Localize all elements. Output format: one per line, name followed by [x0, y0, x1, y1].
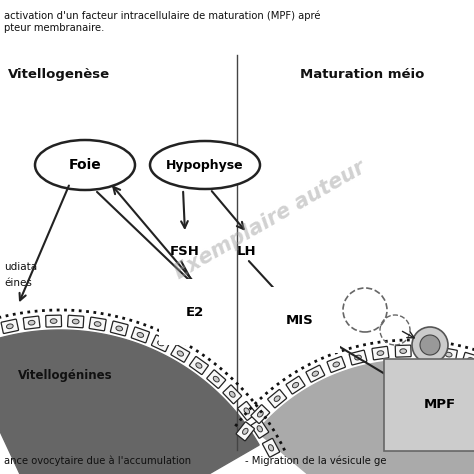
FancyBboxPatch shape: [236, 422, 255, 441]
Ellipse shape: [196, 363, 202, 368]
FancyBboxPatch shape: [251, 405, 270, 423]
Ellipse shape: [28, 320, 35, 325]
Ellipse shape: [116, 326, 123, 331]
FancyBboxPatch shape: [263, 438, 280, 457]
Ellipse shape: [229, 392, 235, 397]
Circle shape: [412, 327, 448, 363]
Text: ance ovocytaire due à l'accumulation: ance ovocytaire due à l'accumulation: [4, 455, 191, 465]
FancyBboxPatch shape: [286, 376, 305, 394]
Ellipse shape: [400, 349, 407, 354]
Text: udiata: udiata: [4, 262, 37, 272]
Ellipse shape: [244, 408, 250, 414]
Ellipse shape: [333, 362, 339, 367]
FancyBboxPatch shape: [418, 345, 434, 358]
Text: éines: éines: [4, 278, 32, 288]
FancyBboxPatch shape: [131, 327, 149, 343]
Ellipse shape: [213, 376, 219, 382]
Ellipse shape: [312, 371, 319, 376]
Text: Maturation méio: Maturation méio: [300, 68, 424, 81]
FancyBboxPatch shape: [349, 350, 367, 365]
Ellipse shape: [137, 332, 144, 337]
Text: MIS: MIS: [286, 313, 314, 327]
Polygon shape: [0, 330, 259, 474]
Ellipse shape: [150, 141, 260, 189]
FancyBboxPatch shape: [372, 346, 389, 360]
Ellipse shape: [467, 358, 474, 363]
Ellipse shape: [94, 322, 101, 326]
Ellipse shape: [355, 355, 361, 360]
FancyBboxPatch shape: [268, 390, 287, 408]
Text: Foie: Foie: [69, 158, 101, 172]
Ellipse shape: [423, 349, 429, 354]
FancyBboxPatch shape: [46, 315, 62, 327]
Ellipse shape: [73, 319, 79, 324]
Text: pteur membranaire.: pteur membranaire.: [4, 23, 104, 33]
FancyBboxPatch shape: [306, 365, 325, 382]
FancyBboxPatch shape: [237, 401, 256, 420]
Ellipse shape: [50, 319, 57, 323]
Ellipse shape: [257, 426, 263, 432]
Text: MPF: MPF: [424, 399, 456, 411]
Ellipse shape: [157, 341, 164, 346]
FancyBboxPatch shape: [395, 345, 411, 357]
FancyBboxPatch shape: [190, 356, 209, 374]
FancyBboxPatch shape: [207, 370, 226, 388]
Ellipse shape: [446, 352, 452, 357]
Ellipse shape: [243, 428, 248, 434]
Text: activation d'un facteur intracellulaire de maturation (MPF) apré: activation d'un facteur intracellulaire …: [4, 10, 320, 20]
Text: Vitellogénines: Vitellogénines: [18, 368, 113, 382]
Ellipse shape: [7, 324, 13, 328]
Ellipse shape: [268, 445, 273, 451]
Ellipse shape: [292, 383, 299, 388]
Ellipse shape: [377, 351, 384, 356]
Text: Hypophyse: Hypophyse: [166, 158, 244, 172]
FancyBboxPatch shape: [171, 345, 190, 362]
Ellipse shape: [257, 411, 263, 417]
Text: LH: LH: [237, 245, 257, 258]
Ellipse shape: [177, 351, 183, 356]
FancyBboxPatch shape: [223, 385, 242, 404]
Text: E2: E2: [186, 306, 204, 319]
Text: Vitellogenèse: Vitellogenèse: [8, 68, 110, 81]
FancyBboxPatch shape: [1, 319, 18, 334]
Ellipse shape: [35, 140, 135, 190]
FancyBboxPatch shape: [152, 335, 170, 352]
Polygon shape: [257, 360, 474, 474]
FancyBboxPatch shape: [327, 356, 346, 373]
Text: FSH: FSH: [170, 245, 200, 258]
FancyBboxPatch shape: [23, 316, 40, 329]
Ellipse shape: [274, 396, 280, 401]
Text: - Migration de la vésicule ge: - Migration de la vésicule ge: [245, 455, 386, 465]
FancyBboxPatch shape: [110, 321, 128, 336]
FancyBboxPatch shape: [251, 419, 269, 438]
FancyBboxPatch shape: [462, 353, 474, 368]
Text: Exemplaire auteur: Exemplaire auteur: [171, 157, 369, 283]
FancyBboxPatch shape: [440, 347, 457, 362]
FancyBboxPatch shape: [68, 315, 84, 328]
Circle shape: [420, 335, 440, 355]
FancyBboxPatch shape: [89, 317, 106, 331]
